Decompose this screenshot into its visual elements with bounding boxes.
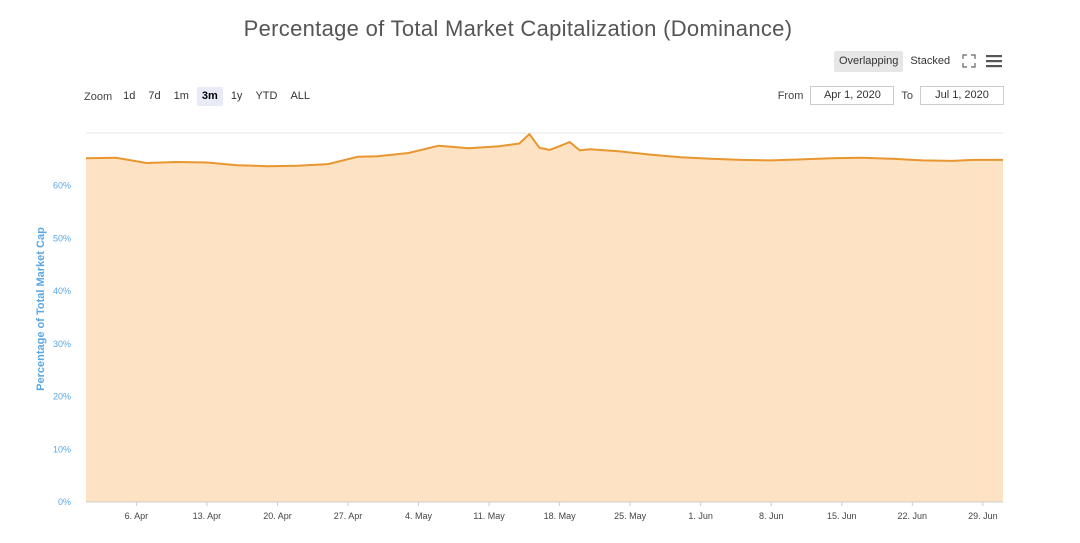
to-date-input[interactable]: Jul 1, 2020: [920, 86, 1004, 105]
x-tick-label: 11. May: [473, 511, 505, 521]
from-label: From: [777, 89, 804, 102]
from-date-input[interactable]: Apr 1, 2020: [810, 86, 895, 105]
to-label: To: [901, 89, 913, 102]
menu-icon[interactable]: [986, 54, 1002, 68]
y-tick-label: 10%: [53, 444, 71, 454]
zoom-label: Zoom: [84, 90, 113, 103]
x-tick-label: 8. Jun: [759, 511, 784, 521]
y-tick-label: 50%: [53, 233, 71, 243]
zoom-3m-button[interactable]: 3m: [196, 87, 223, 106]
date-range: From Apr 1, 2020 To Jul 1, 2020: [771, 86, 1004, 105]
zoom-7d-button[interactable]: 7d: [148, 90, 161, 102]
x-tick-label: 15. Jun: [827, 511, 857, 521]
x-tick-label: 22. Jun: [898, 511, 928, 521]
y-tick-label: 30%: [53, 339, 71, 349]
dominance-line: [85, 133, 1003, 168]
x-tick-label: 20. Apr: [263, 511, 292, 521]
stacked-button[interactable]: Stacked: [910, 55, 951, 67]
y-tick-label: 60%: [53, 181, 71, 191]
x-tick-label: 4. May: [405, 511, 433, 521]
y-tick-label: 0%: [58, 497, 71, 507]
y-axis-ticks: 0% 10% 20% 30% 40% 50% 60%: [53, 181, 71, 507]
expand-icon[interactable]: [962, 54, 976, 68]
x-tick-label: 1. Jun: [688, 511, 713, 521]
x-axis-ticks: 6. Apr 13. Apr 20. Apr 27. Apr 4. May 11. May…: [86, 501, 1003, 521]
zoom-ytd-button[interactable]: YTD: [255, 90, 278, 102]
zoom-all-button[interactable]: ALL: [290, 90, 311, 102]
y-tick-label: 40%: [53, 286, 71, 296]
zoom-1y-button[interactable]: 1y: [230, 90, 243, 102]
x-tick-label: 13. Apr: [193, 511, 222, 521]
x-tick-label: 6. Apr: [125, 511, 149, 521]
y-tick-label: 20%: [53, 392, 71, 402]
x-tick-label: 18. May: [544, 511, 577, 521]
y-axis-title: Percentage of Total Market Cap: [35, 227, 47, 391]
zoom-selector: Zoom 1d 7d 1m 3m 1y YTD ALL: [84, 87, 318, 106]
zoom-1m-button[interactable]: 1m: [173, 90, 189, 102]
dominance-area: [86, 134, 1003, 502]
x-tick-label: 25. May: [614, 511, 647, 521]
mode-toggle: Overlapping Stacked: [834, 51, 957, 72]
x-tick-label: 29. Jun: [968, 511, 998, 521]
chart-title: Percentage of Total Market Capitalizatio…: [243, 16, 793, 41]
x-tick-label: 27. Apr: [334, 511, 363, 521]
overlapping-button[interactable]: Overlapping: [834, 51, 904, 72]
zoom-1d-button[interactable]: 1d: [123, 90, 136, 102]
